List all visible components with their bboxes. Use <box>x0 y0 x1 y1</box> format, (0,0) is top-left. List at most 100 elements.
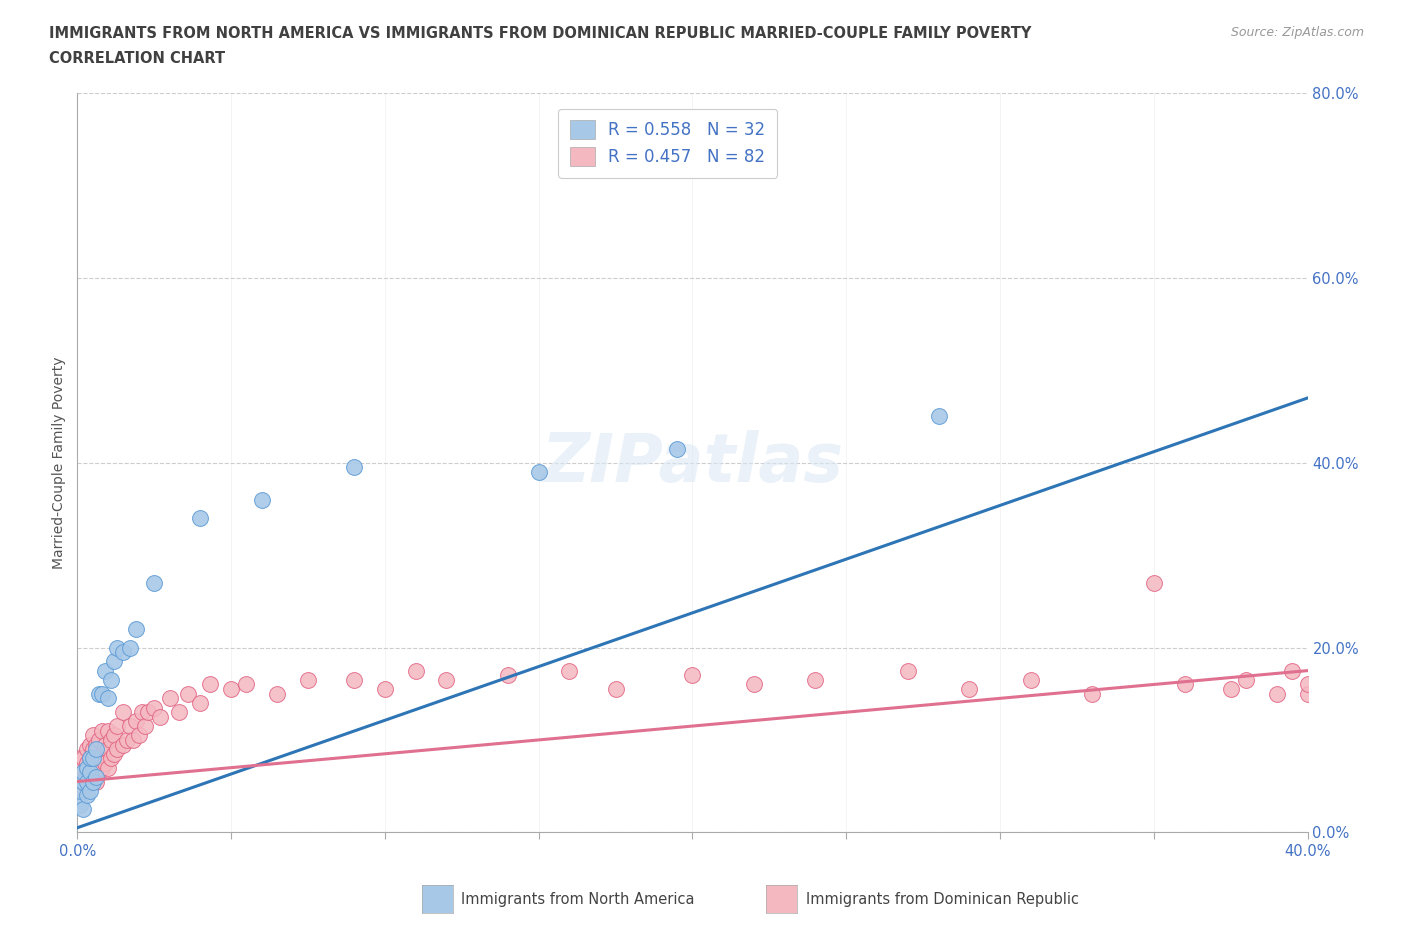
Point <box>804 672 827 687</box>
Point <box>72 751 94 766</box>
Point <box>82 769 104 784</box>
Point <box>79 783 101 798</box>
Point <box>76 778 98 793</box>
Point <box>143 576 166 591</box>
Point <box>103 728 125 743</box>
Point <box>100 751 122 766</box>
Point <box>1234 672 1257 687</box>
Point <box>84 755 107 770</box>
Point <box>82 728 104 743</box>
Point <box>143 700 166 715</box>
Point <box>84 774 107 789</box>
Point <box>84 769 107 784</box>
Point <box>84 737 107 752</box>
Point <box>405 663 427 678</box>
Point <box>79 774 101 789</box>
Y-axis label: Married-Couple Family Poverty: Married-Couple Family Poverty <box>52 356 66 569</box>
Point <box>1219 682 1241 697</box>
Point <box>87 764 110 779</box>
Point <box>115 733 138 748</box>
Point <box>1296 686 1319 701</box>
Point <box>76 755 98 770</box>
Point <box>94 737 117 752</box>
Point <box>90 686 114 701</box>
Point <box>103 747 125 762</box>
Point <box>105 640 128 655</box>
Point <box>198 677 221 692</box>
Point <box>112 737 135 752</box>
Point <box>94 755 117 770</box>
Point <box>84 742 107 757</box>
Point <box>76 742 98 757</box>
Point <box>742 677 765 692</box>
Point <box>149 710 172 724</box>
Point <box>558 663 581 678</box>
Point <box>76 774 98 789</box>
Point <box>69 797 91 812</box>
Point <box>297 672 319 687</box>
Point <box>72 783 94 798</box>
Point <box>605 682 627 697</box>
Point <box>343 459 366 474</box>
Point <box>76 760 98 775</box>
Point <box>121 733 143 748</box>
Point <box>87 686 110 701</box>
Point <box>97 691 120 706</box>
Point <box>235 677 257 692</box>
Point <box>374 682 396 697</box>
Point <box>1265 686 1288 701</box>
Legend: R = 0.558   N = 32, R = 0.457   N = 82: R = 0.558 N = 32, R = 0.457 N = 82 <box>558 109 778 178</box>
Point <box>79 751 101 766</box>
Point <box>682 668 704 683</box>
Point <box>100 733 122 748</box>
Point <box>72 764 94 779</box>
Point <box>125 714 148 729</box>
Point <box>496 668 519 683</box>
Point <box>76 764 98 779</box>
Point <box>343 672 366 687</box>
Point <box>72 769 94 784</box>
Point <box>69 764 91 779</box>
Point <box>250 492 273 507</box>
Point <box>79 751 101 766</box>
Point <box>90 724 114 738</box>
Point <box>1081 686 1104 701</box>
Point <box>82 751 104 766</box>
Point <box>118 640 141 655</box>
Point <box>69 751 91 766</box>
Text: Source: ZipAtlas.com: Source: ZipAtlas.com <box>1230 26 1364 39</box>
Point <box>136 705 159 720</box>
Point <box>94 663 117 678</box>
Point <box>167 705 190 720</box>
Point <box>69 774 91 789</box>
Point <box>897 663 920 678</box>
Point <box>159 691 181 706</box>
Point <box>666 442 689 457</box>
Point <box>72 774 94 789</box>
Point <box>97 724 120 738</box>
Point <box>118 719 141 734</box>
Text: Immigrants from Dominican Republic: Immigrants from Dominican Republic <box>806 892 1078 907</box>
Point <box>112 644 135 659</box>
Point <box>97 742 120 757</box>
Point <box>90 747 114 762</box>
Point <box>79 760 101 775</box>
Point <box>69 783 91 798</box>
Text: CORRELATION CHART: CORRELATION CHART <box>49 51 225 66</box>
Point <box>128 728 150 743</box>
Point <box>76 788 98 803</box>
Point <box>1143 576 1166 591</box>
Point <box>90 760 114 775</box>
Point <box>82 755 104 770</box>
Point <box>134 719 156 734</box>
Point <box>112 705 135 720</box>
Point <box>1019 672 1042 687</box>
Point <box>79 764 101 779</box>
Point <box>105 742 128 757</box>
Point <box>177 686 200 701</box>
Point <box>87 733 110 748</box>
Point <box>1296 677 1319 692</box>
Point <box>928 409 950 424</box>
Point <box>219 682 242 697</box>
Point <box>436 672 458 687</box>
